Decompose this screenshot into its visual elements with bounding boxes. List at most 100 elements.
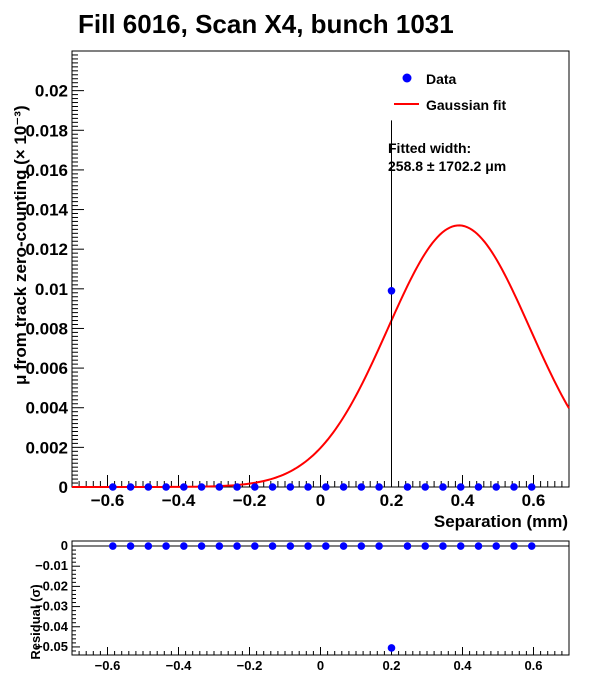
y-tick-label: 0.008 [25,319,68,338]
residual-point [387,644,396,652]
x-tick-label: −0.4 [162,491,196,510]
data-point [375,483,383,491]
data-point [387,287,396,295]
x-tick-label: −0.6 [91,491,125,510]
x-tick-label: 0.2 [380,491,404,510]
residual-point [304,542,312,550]
y-tick-label: 0.01 [35,280,68,299]
data-point [322,483,330,491]
residual-point [357,542,366,550]
residual-y-tick-label: −0.02 [35,578,68,593]
residual-point [375,542,383,550]
main-plot-panel: −0.6 −0.4 −0.2 0 0.2 0.4 0.6 0 0.002 0.004 0.006 0.… [11,50,570,531]
residual-point [162,542,170,550]
data-point [197,483,206,491]
residual-point [456,542,465,550]
residual-x-tick-label: −0.4 [166,658,192,673]
residual-point [527,542,536,550]
x-tick-label: −0.2 [233,491,267,510]
fit-width-value: 258.8 ± 1702.2 μm [388,158,506,174]
residual-point [286,542,295,550]
data-point [357,483,366,491]
residual-point [403,542,412,550]
residual-plot-frame [71,540,570,656]
residual-y-tick-label: −0.05 [35,639,68,654]
residual-point [474,542,483,550]
y-tick-label: 0.002 [25,438,68,457]
main-axes: −0.6 −0.4 −0.2 0 0.2 0.4 0.6 0 0.002 0.004 0.006 0.… [25,50,570,510]
residual-y-tick-label: −0.03 [35,599,68,614]
data-point [268,483,277,491]
legend-label-gaussian-fit: Gaussian fit [426,97,506,113]
data-point [162,483,170,491]
residual-point [109,542,117,550]
residual-x-tick-label: 0.4 [453,658,472,673]
residual-plot-panel: −0.6 −0.4 −0.2 0 0.2 0.4 0.6 0 −0.01 −0.02 −0.03 −0… [28,538,570,673]
data-point [286,483,295,491]
data-point [339,483,348,491]
data-point [456,483,465,491]
residual-point [144,542,153,550]
y-tick-label: 0.02 [35,82,68,101]
x-tick-label: 0.6 [522,491,546,510]
y-tick-label: 0.004 [25,399,68,418]
chart-title: Fill 6016, Scan X4, bunch 1031 [78,9,454,39]
data-point [126,483,135,491]
data-point [403,483,412,491]
residual-y-tick-label: 0 [61,538,68,553]
legend-data-marker [402,73,412,83]
residual-y-axis-title: Residual (σ) [28,584,43,659]
data-point [474,483,483,491]
residual-point [421,542,430,550]
residual-point [268,542,277,550]
fit-width-label: Fitted width: [388,140,471,156]
data-point [421,483,430,491]
legend-label-data: Data [426,71,457,87]
data-point [251,483,259,491]
residual-point [251,542,259,550]
residual-point [492,542,501,550]
residual-y-tick-label: −0.04 [35,619,69,634]
y-tick-label: 0 [59,478,68,497]
residual-x-tick-label: 0.2 [382,658,400,673]
legend: Data Gaussian fit [394,71,506,113]
x-axis-title: Separation (mm) [434,512,568,531]
y-tick-label: 0.012 [25,240,68,259]
x-tick-label: 0 [316,491,325,510]
data-point [144,483,153,491]
y-axis-title: μ from track zero-counting (× 10⁻³) [11,105,30,385]
residual-y-tick-label: −0.01 [35,558,68,573]
residual-x-tick-label: 0.6 [524,658,542,673]
residual-point [439,542,447,550]
residual-point [322,542,330,550]
x-tick-label: 0.4 [451,491,475,510]
data-point [527,483,536,491]
data-point [180,483,188,491]
data-point [215,483,224,491]
residual-point [339,542,348,550]
residual-points [109,542,536,652]
gaussian-fit-line [72,224,570,488]
y-tick-label: 0.016 [25,161,68,180]
residual-point [197,542,206,550]
residual-point [510,542,518,550]
y-tick-label: 0.014 [25,201,68,220]
residual-point [233,542,241,550]
residual-x-tick-label: −0.2 [237,658,263,673]
residual-point [126,542,135,550]
data-point [304,483,312,491]
residual-x-tick-label: 0 [317,658,324,673]
residual-point [215,542,224,550]
y-tick-label: 0.018 [25,121,68,140]
main-plot-frame [71,50,570,488]
fit-width-annotation: Fitted width: 258.8 ± 1702.2 μm [388,140,506,174]
residual-point [180,542,188,550]
data-point [439,483,447,491]
data-points [109,120,536,491]
y-tick-label: 0.006 [25,359,68,378]
residual-x-tick-label: −0.6 [95,658,121,673]
residual-axes: −0.6 −0.4 −0.2 0 0.2 0.4 0.6 0 −0.01 −0.02 −0.03 −0… [35,538,570,673]
gaussian-fit-curve [72,224,570,488]
data-point [492,483,501,491]
